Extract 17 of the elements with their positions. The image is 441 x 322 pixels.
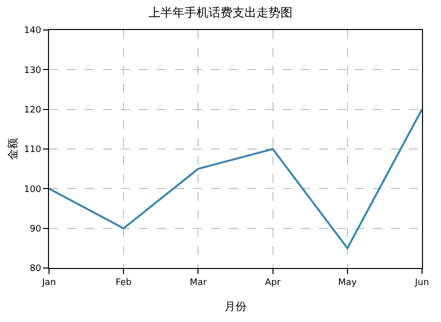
y-tick-label: 140 [24, 26, 42, 36]
y-tick-label: 90 [30, 224, 42, 234]
x-tick-label: Jan [41, 278, 56, 288]
x-axis-title: 月份 [224, 300, 246, 313]
y-tick-label: 80 [30, 264, 42, 274]
y-tick-label: 100 [24, 184, 42, 195]
y-tick-label: 110 [24, 145, 42, 156]
y-tick-label: 120 [24, 105, 42, 116]
y-tick-label: 130 [24, 66, 42, 76]
x-tick-label: Mar [190, 278, 207, 288]
line-series [49, 108, 422, 250]
x-tick-label: May [338, 278, 358, 288]
chart-title: 上半年手机话费支出走势图 [148, 5, 292, 20]
x-tick-label: Apr [265, 278, 281, 288]
x-tick-label: Jun [414, 278, 430, 288]
y-axis-title: 金额 [6, 138, 20, 160]
x-tick-label: Feb [116, 278, 132, 288]
